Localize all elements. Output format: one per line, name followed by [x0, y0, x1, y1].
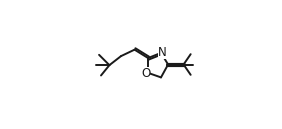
- Text: O: O: [141, 67, 150, 80]
- Text: N: N: [158, 46, 166, 59]
